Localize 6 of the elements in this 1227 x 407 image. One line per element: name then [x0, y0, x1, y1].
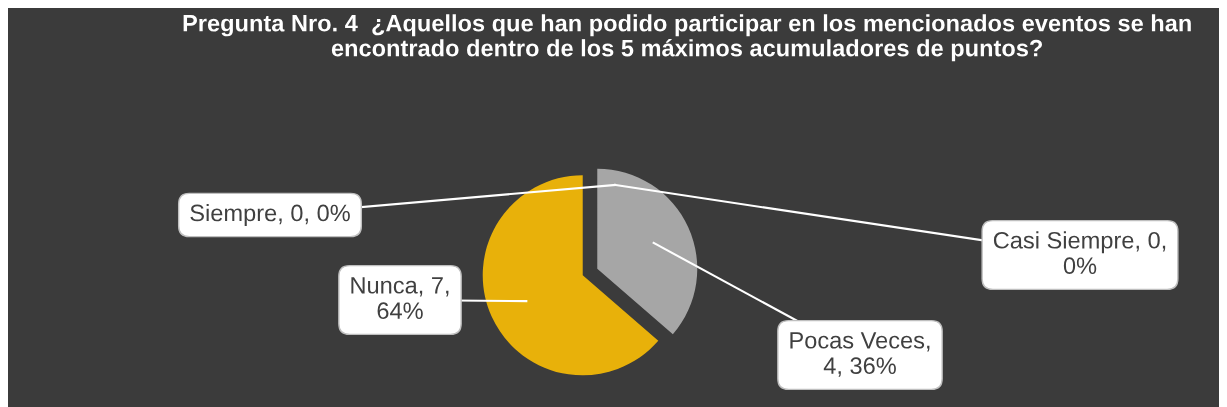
category-label: Siempre, 0, 0% [190, 203, 350, 226]
category-label: Casi Siempre, 0, [993, 231, 1166, 254]
slice-label: Nunca, 7, 64% [351, 277, 449, 320]
chart-title: Pregunta Nro. 4 ¿Aquellos que han podido participar en los mencionados eventos se han encontrado dentro de los 5 máximos acumuladores de puntos? [183, 14, 1191, 62]
text: 0% [1063, 257, 1097, 275]
slice-label: Pocas Veces, 4, 36% [790, 332, 930, 377]
